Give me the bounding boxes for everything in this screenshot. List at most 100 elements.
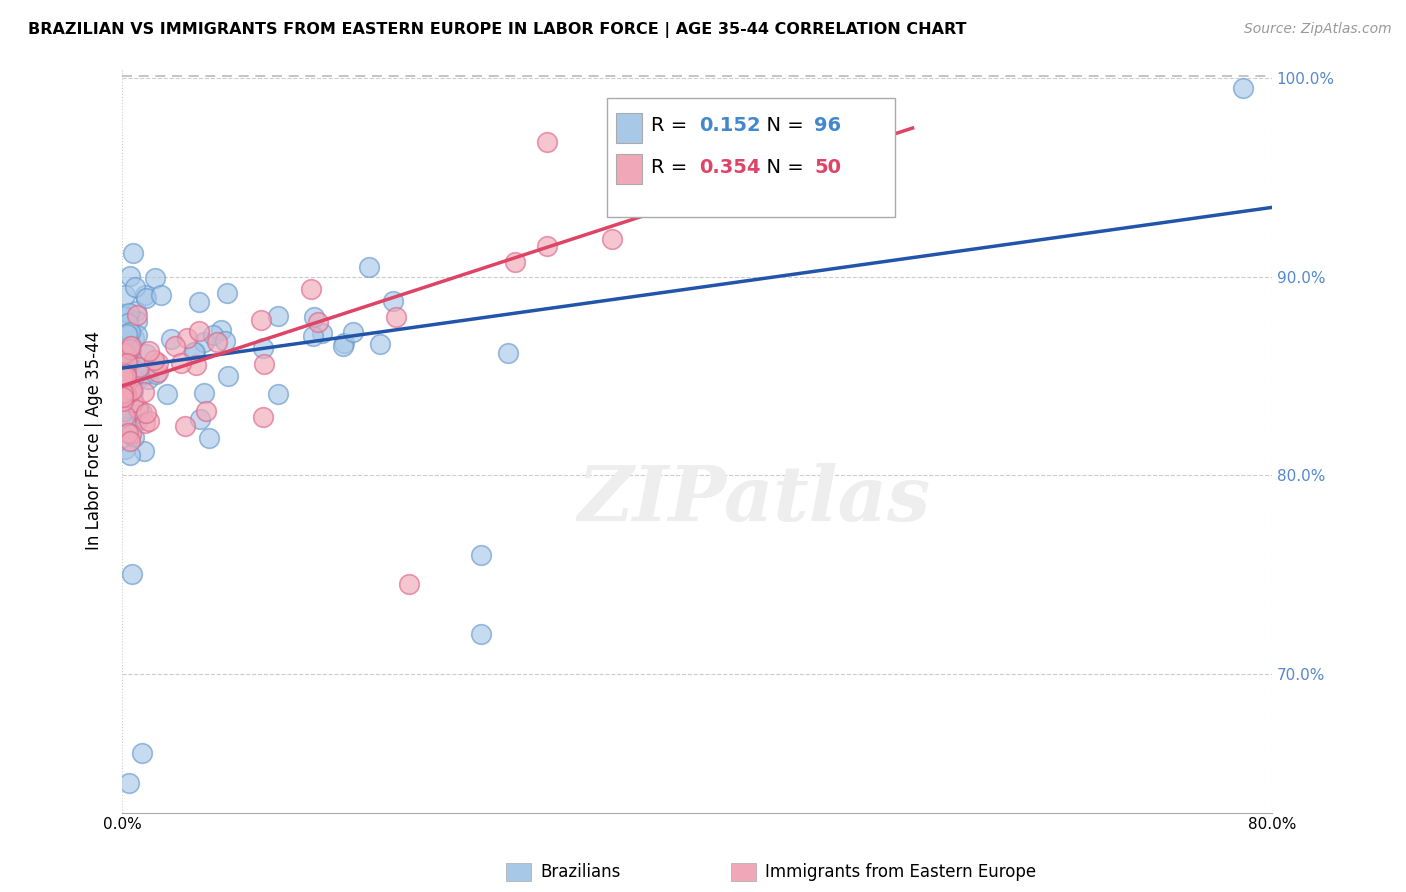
Point: [118, 338, 141, 352]
Point: [115, 386, 138, 401]
Point: [122, 384, 145, 399]
Point: [112, 378, 135, 392]
Point: [112, 310, 135, 324]
Point: [252, 341, 274, 355]
Point: [146, 365, 169, 379]
Point: [302, 328, 325, 343]
Point: [202, 328, 225, 343]
Point: [115, 348, 138, 362]
Point: [122, 429, 145, 443]
Text: ZIPatlas: ZIPatlas: [578, 463, 931, 537]
Point: [117, 353, 139, 368]
Point: [342, 326, 364, 340]
Point: [188, 412, 211, 426]
Point: [128, 360, 150, 375]
Point: [496, 346, 519, 360]
Point: [138, 414, 160, 428]
Point: [120, 449, 142, 463]
Point: [138, 343, 160, 358]
Point: [115, 368, 138, 383]
Point: [117, 408, 139, 422]
Point: [146, 356, 169, 370]
Point: [368, 337, 391, 351]
Point: [114, 374, 136, 388]
Point: [117, 384, 139, 399]
Point: [112, 385, 135, 400]
Point: [1232, 81, 1254, 95]
Point: [131, 746, 153, 760]
Text: Source: ZipAtlas.com: Source: ZipAtlas.com: [1244, 22, 1392, 37]
Point: [114, 372, 136, 386]
Point: [112, 346, 135, 360]
Point: [253, 357, 276, 371]
Point: [183, 344, 205, 359]
Point: [120, 376, 142, 391]
Point: [118, 325, 141, 339]
Point: [122, 246, 145, 260]
Point: [114, 409, 136, 423]
Point: [112, 420, 135, 434]
Text: BRAZILIAN VS IMMIGRANTS FROM EASTERN EUROPE IN LABOR FORCE | AGE 35-44 CORRELATI: BRAZILIAN VS IMMIGRANTS FROM EASTERN EUR…: [28, 22, 966, 38]
Point: [307, 315, 329, 329]
Point: [120, 346, 142, 360]
Point: [121, 383, 143, 397]
Point: [118, 385, 141, 400]
Point: [117, 420, 139, 434]
Point: [114, 442, 136, 456]
Point: [118, 776, 141, 790]
Point: [503, 255, 526, 269]
Point: [536, 239, 558, 253]
Point: [112, 384, 135, 399]
Point: [125, 328, 148, 343]
Text: 50: 50: [814, 158, 841, 177]
Point: [112, 368, 135, 383]
Point: [267, 309, 290, 323]
Point: [188, 324, 211, 338]
Point: [143, 352, 166, 367]
Point: [134, 417, 156, 431]
Point: [267, 387, 290, 401]
Point: [299, 282, 322, 296]
Point: [115, 346, 138, 360]
Text: N =: N =: [755, 116, 810, 136]
FancyBboxPatch shape: [607, 98, 894, 218]
Text: N =: N =: [755, 158, 810, 177]
Point: [121, 395, 143, 409]
Text: 0.354: 0.354: [699, 158, 761, 177]
Point: [115, 355, 138, 369]
Point: [134, 287, 156, 301]
Text: R =: R =: [651, 158, 693, 177]
Point: [118, 352, 141, 367]
Text: 96: 96: [814, 116, 841, 136]
Point: [121, 426, 143, 441]
Point: [207, 334, 229, 349]
Point: [121, 392, 143, 407]
Text: Brazilians: Brazilians: [540, 863, 620, 881]
Point: [382, 294, 405, 309]
Point: [134, 384, 156, 399]
Point: [112, 408, 135, 422]
Point: [127, 403, 149, 417]
Point: [117, 356, 139, 370]
Point: [145, 367, 167, 381]
Point: [209, 323, 232, 337]
Point: [121, 567, 143, 582]
Point: [156, 386, 179, 401]
Point: [122, 331, 145, 345]
Point: [357, 260, 380, 275]
Point: [115, 391, 138, 405]
Point: [134, 367, 156, 381]
Point: [398, 577, 420, 591]
Point: [186, 358, 208, 372]
Point: [302, 310, 325, 325]
Point: [125, 414, 148, 428]
Point: [169, 356, 191, 370]
Point: [135, 292, 157, 306]
Point: [117, 392, 139, 407]
Point: [118, 343, 141, 357]
Point: [117, 306, 139, 320]
Point: [117, 375, 139, 389]
Point: [136, 372, 159, 386]
Point: [120, 339, 142, 353]
Point: [117, 316, 139, 330]
